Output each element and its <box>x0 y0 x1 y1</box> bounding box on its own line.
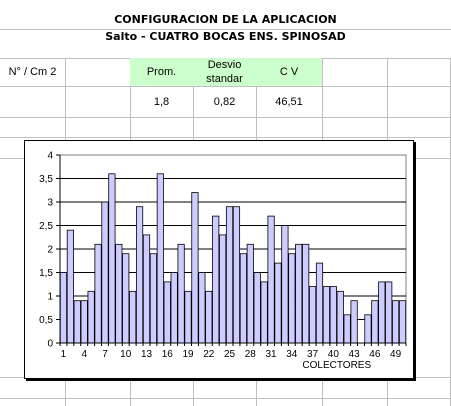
bar <box>142 234 151 344</box>
bar <box>302 243 310 344</box>
x-axis-title: COLECTORES <box>302 360 371 371</box>
y-tick-label: 2,5 <box>39 221 53 232</box>
x-tick-label: 25 <box>224 349 236 360</box>
x-tick-label: 34 <box>286 349 298 360</box>
bar-chart: 0 0,5 1 1,5 2 2,5 3 3,5 4 1 4 7 10 13 16 19 22 25 28 31 34 37… <box>39 151 407 371</box>
bar <box>156 173 164 344</box>
bar <box>198 272 206 344</box>
bar <box>288 253 296 344</box>
x-tick-label: 19 <box>182 349 194 360</box>
bar <box>80 300 88 344</box>
bar <box>350 300 358 344</box>
header-prom: Prom. <box>146 66 177 78</box>
bar <box>73 300 81 344</box>
bar <box>336 290 344 344</box>
y-tick-label: 3 <box>47 198 53 209</box>
bar <box>135 206 144 344</box>
header-cell-desvio[interactable] <box>193 58 256 86</box>
value-cv[interactable]: 46,51 <box>275 96 303 108</box>
y-tick-label: 3,5 <box>39 174 53 185</box>
bar <box>129 290 137 344</box>
bar <box>122 253 130 344</box>
x-tick-label: 13 <box>141 349 153 360</box>
header-cv: C V <box>279 66 299 78</box>
x-tick-label: 28 <box>245 349 257 360</box>
bar <box>219 234 227 344</box>
bar <box>371 300 379 344</box>
value-desvio[interactable]: 0,82 <box>213 96 236 108</box>
x-tick-label: 10 <box>120 349 132 360</box>
value-prom[interactable]: 1,8 <box>153 96 170 108</box>
bar <box>385 281 393 344</box>
y-tick-label: 1,5 <box>39 268 53 279</box>
bar <box>66 229 74 344</box>
x-tick-label: 4 <box>81 349 87 360</box>
bar <box>260 281 268 344</box>
x-tick-label: 31 <box>265 349 277 360</box>
header-cell-cv[interactable] <box>256 58 322 86</box>
sheet-title: CONFIGURACION DE LA APLICACION <box>114 13 337 26</box>
bar <box>225 206 234 344</box>
x-tick-label: 7 <box>102 349 108 360</box>
header-desvio: Desvio standar <box>206 59 243 85</box>
y-tick-label: 4 <box>47 151 53 162</box>
bar <box>322 286 331 344</box>
bar <box>315 262 324 344</box>
y-tick-label: 2 <box>47 245 53 256</box>
bar <box>170 272 178 344</box>
row-label[interactable]: N° / Cm 2 <box>8 66 57 78</box>
x-tick-label: 46 <box>369 349 381 360</box>
bar <box>108 173 116 344</box>
bar <box>253 272 261 344</box>
bar <box>378 281 386 344</box>
header-cell-prom[interactable] <box>130 58 193 86</box>
bar <box>205 290 213 344</box>
bar <box>212 215 220 344</box>
sheet-subtitle: Salto - CUATRO BOCAS ENS. SPINOSAD <box>105 30 346 43</box>
bar <box>267 215 275 344</box>
bar <box>191 192 199 344</box>
x-tick-label: 40 <box>328 349 340 360</box>
bar <box>398 300 407 344</box>
bar <box>87 290 95 344</box>
bar <box>163 281 171 344</box>
bar <box>295 243 303 344</box>
bar <box>281 225 289 344</box>
y-tick-label: 1 <box>47 292 53 303</box>
bar <box>274 262 282 344</box>
x-tick-label: 16 <box>162 349 174 360</box>
bar <box>94 243 102 344</box>
bar <box>239 253 247 344</box>
chart-area[interactable]: 0 0,5 1 1,5 2 2,5 3 3,5 4 1 4 7 10 13 16 19 22 25 28 31 34 37… <box>24 140 414 379</box>
x-tick-label: 43 <box>349 349 361 360</box>
bar <box>392 300 400 344</box>
bar <box>364 314 372 344</box>
bar <box>184 290 192 344</box>
x-tick-label: 37 <box>307 349 319 360</box>
bar <box>177 243 185 344</box>
bar <box>343 314 351 344</box>
bar <box>149 253 158 344</box>
bar <box>115 243 123 344</box>
bar <box>59 272 68 344</box>
bar <box>308 286 317 344</box>
x-tick-label: 49 <box>390 349 402 360</box>
bar <box>246 243 254 344</box>
x-tick-label: 1 <box>61 349 67 360</box>
y-tick-label: 0,5 <box>39 315 53 326</box>
y-tick-label: 0 <box>47 339 53 350</box>
x-tick-label: 22 <box>203 349 215 360</box>
bar <box>232 206 241 344</box>
bar <box>329 286 337 344</box>
bar <box>101 201 109 344</box>
